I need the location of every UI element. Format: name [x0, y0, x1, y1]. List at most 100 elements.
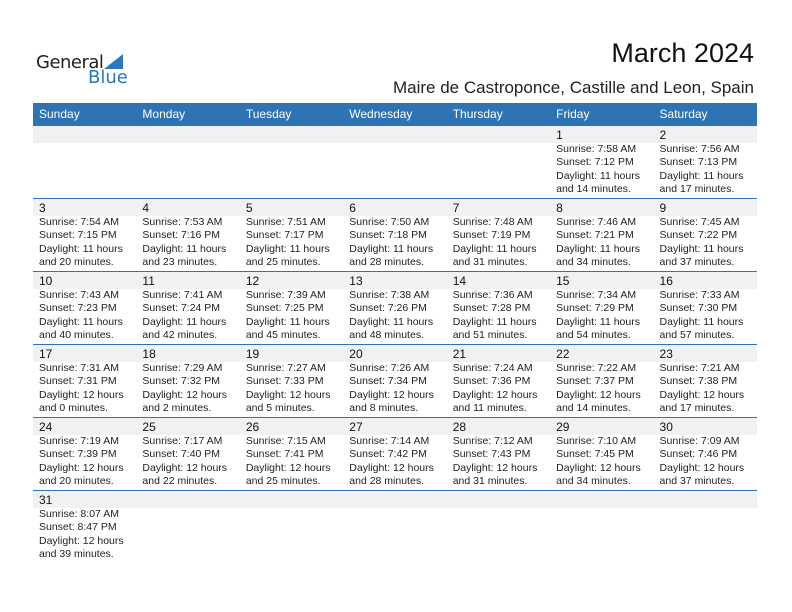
- day-cell: 22 Sunrise: 7:22 AM Sunset: 7:37 PM Dayligh…: [550, 345, 653, 417]
- week-row: 10 Sunrise: 7:43 AM Sunset: 7:23 PM Dayligh…: [33, 272, 757, 345]
- daylight-hours: Daylight: 12 hours: [452, 388, 538, 401]
- weekday-saturday: Saturday: [659, 107, 708, 121]
- day-cell: 14 Sunrise: 7:36 AM Sunset: 7:28 PM Dayligh…: [447, 272, 550, 344]
- daylight-minutes: and 23 minutes.: [142, 256, 218, 269]
- weekday-monday: Monday: [142, 107, 186, 121]
- daylight-minutes: and 14 minutes.: [556, 402, 631, 415]
- week-row: 3 Sunrise: 7:54 AM Sunset: 7:15 PM Daylight…: [33, 199, 757, 272]
- day-number: 1: [556, 128, 563, 142]
- logo-triangle-icon: [104, 54, 123, 69]
- empty-cell: [240, 491, 343, 564]
- sunset-time: Sunset: 7:38 PM: [659, 375, 738, 388]
- sunrise-time: Sunrise: 7:33 AM: [659, 289, 740, 301]
- day-cell: 10 Sunrise: 7:43 AM Sunset: 7:23 PM Dayligh…: [33, 272, 136, 344]
- sunrise-time: Sunrise: 7:10 AM: [556, 435, 637, 447]
- daylight-minutes: and 40 minutes.: [39, 329, 114, 342]
- day-number: 31: [39, 493, 53, 507]
- day-number: 11: [142, 274, 155, 288]
- day-number: 27: [349, 420, 363, 434]
- daylight-hours: Daylight: 11 hours: [556, 315, 640, 328]
- daylight-minutes: and 37 minutes.: [659, 256, 735, 269]
- daylight-hours: Daylight: 12 hours: [659, 388, 745, 401]
- day-cell: 20 Sunrise: 7:26 AM Sunset: 7:34 PM Dayligh…: [343, 345, 446, 417]
- day-number: 30: [659, 420, 673, 434]
- day-number: 2: [659, 128, 667, 142]
- sunset-time: Sunset: 7:18 PM: [349, 229, 427, 242]
- sunrise-time: Sunrise: 7:53 AM: [142, 216, 223, 228]
- week-row: 1 Sunrise: 7:58 AM Sunset: 7:12 PM Daylight…: [33, 126, 757, 199]
- sunset-time: Sunset: 7:45 PM: [556, 448, 634, 461]
- sunset-time: Sunset: 7:24 PM: [142, 302, 221, 315]
- sunset-time: Sunset: 8:47 PM: [39, 521, 117, 534]
- daylight-minutes: and 11 minutes.: [452, 402, 527, 415]
- empty-cell: [33, 126, 136, 198]
- empty-cell: [447, 126, 550, 198]
- daylight-minutes: and 28 minutes.: [349, 475, 424, 488]
- day-number: 17: [39, 347, 53, 361]
- day-cell: 11 Sunrise: 7:41 AM Sunset: 7:24 PM Dayligh…: [136, 272, 239, 344]
- sunset-time: Sunset: 7:31 PM: [39, 375, 117, 388]
- daylight-minutes: and 51 minutes.: [452, 329, 528, 342]
- sunset-time: Sunset: 7:29 PM: [556, 302, 634, 315]
- daylight-minutes: and 20 minutes.: [39, 475, 114, 488]
- sunrise-time: Sunrise: 7:46 AM: [556, 216, 637, 228]
- daylight-hours: Daylight: 11 hours: [659, 242, 744, 255]
- empty-cell: [343, 126, 446, 198]
- page-title: March 2024: [611, 38, 754, 68]
- empty-cell: [447, 491, 550, 564]
- daylight-minutes: and 25 minutes.: [245, 475, 321, 488]
- location-subtitle: Maire de Castroponce, Castille and Leon,…: [393, 78, 754, 97]
- day-number: 15: [556, 274, 570, 288]
- daylight-hours: Daylight: 12 hours: [39, 388, 124, 401]
- day-cell: 16 Sunrise: 7:33 AM Sunset: 7:30 PM Dayligh…: [654, 272, 757, 344]
- sunset-time: Sunset: 7:28 PM: [452, 302, 531, 315]
- daylight-hours: Daylight: 11 hours: [659, 169, 744, 182]
- day-cell: 30 Sunrise: 7:09 AM Sunset: 7:46 PM Dayligh…: [654, 418, 757, 490]
- daylight-minutes: and 14 minutes.: [556, 183, 631, 196]
- daylight-hours: Daylight: 12 hours: [556, 461, 641, 474]
- daylight-hours: Daylight: 12 hours: [452, 461, 538, 474]
- daylight-hours: Daylight: 11 hours: [142, 315, 227, 328]
- daylight-minutes: and 5 minutes.: [245, 402, 315, 415]
- calendar-grid: Sunday Monday Tuesday Wednesday Thursday…: [33, 103, 757, 564]
- daylight-minutes: and 28 minutes.: [349, 256, 424, 269]
- daylight-hours: Daylight: 11 hours: [39, 242, 123, 255]
- day-cell: 23 Sunrise: 7:21 AM Sunset: 7:38 PM Dayligh…: [654, 345, 757, 417]
- sunset-time: Sunset: 7:42 PM: [349, 448, 427, 461]
- day-cell: 15 Sunrise: 7:34 AM Sunset: 7:29 PM Dayligh…: [550, 272, 653, 344]
- general-blue-logo: General Blue: [36, 52, 128, 88]
- sunset-time: Sunset: 7:21 PM: [556, 229, 634, 242]
- day-number: 14: [452, 274, 467, 288]
- sunrise-time: Sunrise: 7:17 AM: [142, 435, 223, 447]
- daylight-hours: Daylight: 11 hours: [452, 315, 537, 328]
- daylight-hours: Daylight: 12 hours: [349, 461, 434, 474]
- sunset-time: Sunset: 7:25 PM: [245, 302, 324, 315]
- sunset-time: Sunset: 7:36 PM: [452, 375, 531, 388]
- weekday-friday: Friday: [556, 107, 590, 121]
- daylight-minutes: and 37 minutes.: [659, 475, 735, 488]
- day-cell: 4 Sunrise: 7:53 AM Sunset: 7:16 PM Daylight…: [136, 199, 239, 271]
- sunset-time: Sunset: 7:46 PM: [659, 448, 738, 461]
- daylight-minutes: and 25 minutes.: [245, 256, 321, 269]
- sunrise-time: Sunrise: 7:54 AM: [39, 216, 119, 228]
- day-number: 18: [142, 347, 156, 361]
- day-cell: 12 Sunrise: 7:39 AM Sunset: 7:25 PM Dayligh…: [240, 272, 343, 344]
- sunset-time: Sunset: 7:39 PM: [39, 448, 117, 461]
- sunset-time: Sunset: 7:12 PM: [556, 156, 634, 169]
- weekday-tuesday: Tuesday: [245, 107, 292, 121]
- daylight-hours: Daylight: 12 hours: [142, 461, 228, 474]
- daylight-minutes: and 45 minutes.: [245, 329, 321, 342]
- empty-cell: [136, 491, 239, 564]
- empty-cell: [654, 491, 757, 564]
- sunset-time: Sunset: 7:15 PM: [39, 229, 117, 242]
- daylight-hours: Daylight: 11 hours: [452, 242, 537, 255]
- daylight-hours: Daylight: 11 hours: [659, 315, 744, 328]
- day-number: 3: [39, 201, 46, 215]
- week-row: 24 Sunrise: 7:19 AM Sunset: 7:39 PM Dayligh…: [33, 418, 757, 491]
- daylight-hours: Daylight: 11 hours: [556, 242, 640, 255]
- empty-cell: [136, 126, 239, 198]
- daylight-minutes: and 31 minutes.: [452, 256, 528, 269]
- daylight-minutes: and 17 minutes.: [659, 402, 735, 415]
- sunset-time: Sunset: 7:40 PM: [142, 448, 221, 461]
- day-number: 6: [349, 201, 356, 215]
